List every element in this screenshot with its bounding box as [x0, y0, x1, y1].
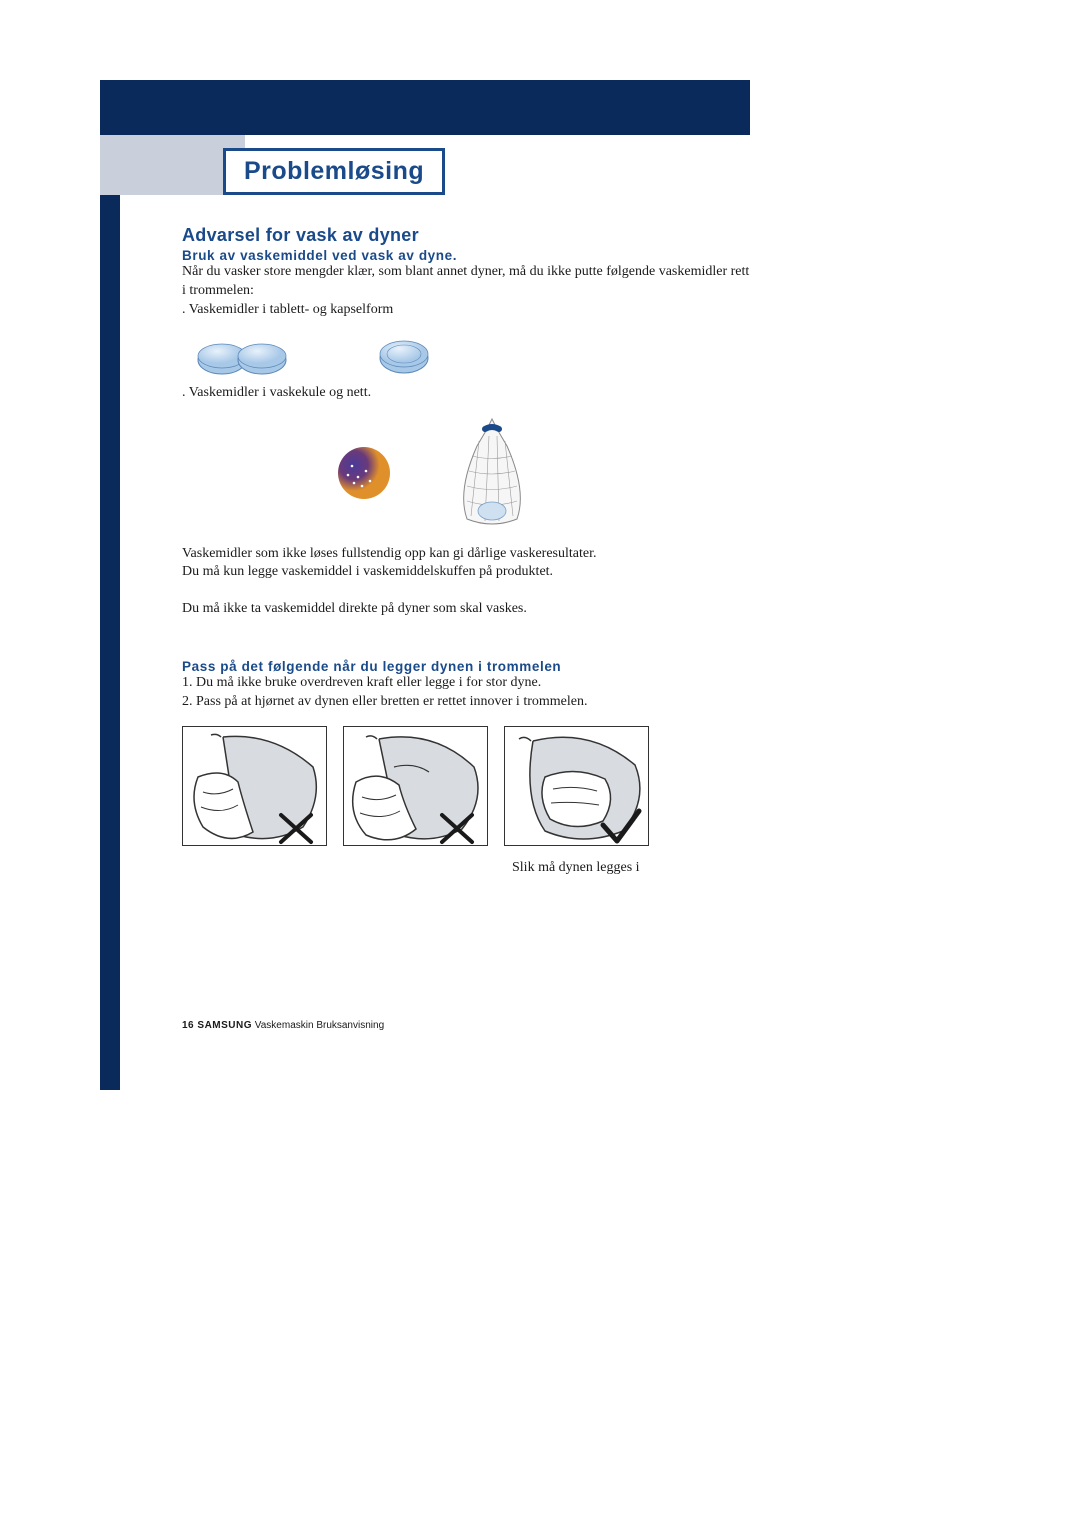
top-accent-bar: [100, 80, 750, 135]
drum-wrong-1: [182, 726, 327, 846]
drum-caption: Slik må dynen legges i: [512, 860, 752, 876]
section2-item1: 1. Du må ikke bruke overdreven kraft ell…: [182, 674, 752, 693]
page-title-box: Problemløsing: [223, 148, 445, 195]
section2-item2: 2. Pass på at hjørnet av dynen eller bre…: [182, 693, 752, 712]
para-direct: Du må ikke ta vaskemiddel direkte på dyn…: [182, 600, 752, 619]
washball-icon: [332, 441, 397, 501]
para-intro: Når du vasker store mengder klær, som bl…: [182, 263, 752, 301]
tablet-illustration-row: [194, 330, 752, 380]
footer-page: 16: [182, 1020, 194, 1031]
drum-wrong-2: [343, 726, 488, 846]
section-subheading: Bruk av vaskemiddel ved vask av dyne.: [182, 248, 752, 263]
content-area: Advarsel for vask av dyner Bruk av vaske…: [182, 225, 752, 876]
section-heading: Advarsel for vask av dyner: [182, 225, 752, 246]
tablet-single-icon: [374, 330, 434, 380]
drum-illustration-row: [182, 726, 752, 846]
para-warning-a: Vaskemidler som ikke løses fullstendig o…: [182, 545, 752, 564]
left-accent-bar: [100, 80, 120, 1090]
ball-net-row: [332, 411, 752, 531]
footer-brand: SAMSUNG: [197, 1020, 252, 1031]
bullet-ballnet: . Vaskemidler i vaskekule og nett.: [182, 384, 752, 403]
footer-tail: Vaskemaskin Bruksanvisning: [252, 1020, 384, 1031]
bullet-tablets: . Vaskemidler i tablett- og kapselform: [182, 301, 752, 320]
detergent-net-icon: [437, 411, 547, 531]
drum-correct: [504, 726, 649, 846]
page-footer: 16 SAMSUNG Vaskemaskin Bruksanvisning: [182, 1020, 384, 1031]
page-title: Problemløsing: [244, 157, 424, 186]
section2-subheading: Pass på det følgende når du legger dynen…: [182, 659, 752, 674]
para-warning-b: Du må kun legge vaskemiddel i vaskemidde…: [182, 563, 752, 582]
tablets-pair-icon: [194, 330, 294, 380]
